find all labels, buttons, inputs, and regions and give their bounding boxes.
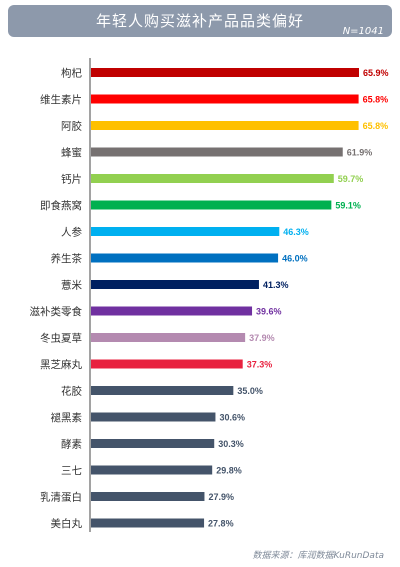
- value-label: 29.8%: [216, 466, 242, 476]
- category-label: 滋补类零食: [30, 305, 83, 318]
- value-label: 65.8%: [363, 95, 389, 105]
- chart-title: 年轻人购买滋补产品品类偏好: [95, 12, 304, 30]
- value-label: 30.6%: [219, 413, 245, 423]
- data-source-note: 数据来源：库润数据KuRunData: [252, 551, 384, 561]
- bar: [91, 68, 359, 77]
- value-label: 61.9%: [347, 148, 373, 158]
- category-label: 蜂蜜: [61, 146, 82, 159]
- bar: [91, 94, 359, 104]
- category-label: 美白丸: [51, 517, 83, 530]
- category-label: 人参: [61, 226, 82, 239]
- bar: [91, 412, 216, 422]
- bar: [91, 386, 234, 395]
- bar: [91, 518, 205, 528]
- bar: [91, 465, 213, 475]
- value-label: 46.0%: [282, 254, 308, 264]
- category-label: 阿胶: [61, 120, 82, 133]
- value-label: 37.3%: [247, 360, 273, 370]
- bar: [91, 280, 259, 289]
- bar: [91, 200, 332, 210]
- value-label: 30.3%: [218, 439, 244, 449]
- value-label: 41.3%: [263, 280, 289, 290]
- category-label: 三七: [61, 465, 82, 477]
- category-label: 枸杞: [61, 67, 82, 80]
- category-label: 养生茶: [51, 252, 83, 265]
- sample-size-label: N=1041: [342, 26, 384, 37]
- category-label: 酵素: [61, 438, 82, 451]
- bar: [91, 333, 246, 342]
- bar: [91, 492, 205, 501]
- value-label: 27.9%: [208, 492, 234, 502]
- bar: [91, 306, 253, 316]
- bar: [91, 121, 359, 130]
- value-label: 27.8%: [208, 519, 234, 529]
- category-label: 钙片: [61, 173, 82, 186]
- value-label: 65.8%: [363, 121, 389, 131]
- value-label: 35.0%: [237, 386, 263, 396]
- bar: [91, 439, 215, 448]
- category-label: 花胶: [61, 385, 82, 398]
- value-label: 39.6%: [256, 307, 282, 317]
- value-label: 37.9%: [249, 333, 275, 343]
- category-label: 即食燕窝: [40, 199, 82, 212]
- bar: [91, 227, 280, 236]
- category-label: 维生素片: [40, 93, 82, 106]
- value-label: 59.1%: [335, 201, 361, 211]
- category-label: 褪黑素: [51, 411, 83, 424]
- bar: [91, 359, 243, 369]
- value-label: 59.7%: [338, 174, 364, 184]
- title-banner: 年轻人购买滋补产品品类偏好 N=1041: [8, 5, 392, 37]
- value-label: 46.3%: [283, 227, 309, 237]
- category-label: 黑芝麻丸: [40, 358, 82, 371]
- bar: [91, 253, 279, 263]
- value-label: 65.9%: [363, 68, 389, 78]
- category-label: 薏米: [61, 279, 82, 292]
- category-label: 冬虫夏草: [40, 332, 82, 345]
- category-label: 乳清蛋白: [40, 491, 82, 504]
- bar: [91, 147, 343, 157]
- bar: [91, 174, 334, 183]
